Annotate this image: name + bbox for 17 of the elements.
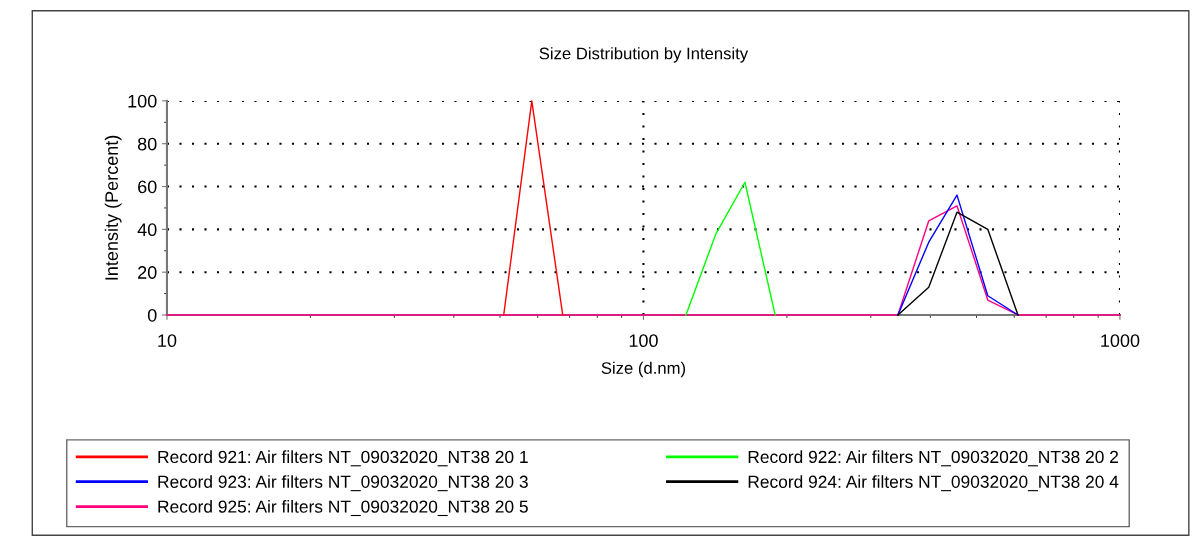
legend-label: Record 923: Air filters NT_09032020_NT38 20 3	[158, 475, 528, 492]
legend-label: Record 924: Air filters NT_09032020_NT38 20 4	[748, 475, 1119, 492]
legend-label: Record 922: Air filters NT_09032020_NT38 20 2	[748, 450, 1118, 467]
x-axis-title: Size (d.nm)	[601, 361, 686, 378]
y-tick-label: 80	[137, 137, 157, 151]
legend-label: Record 921: Air filters NT_09032020_NT38 20 1	[158, 450, 528, 467]
y-tick-label: 20	[138, 266, 157, 279]
x-tick-label: 100	[629, 334, 658, 348]
chart-title: Size Distribution by Intensity	[539, 47, 749, 63]
y-tick-label: 0	[147, 308, 157, 322]
legend-label: Record 925: Air filters NT_09032020_NT38 20 5	[158, 500, 528, 517]
y-tick-label: 40	[137, 223, 157, 237]
y-tick-label: 100	[128, 94, 157, 108]
x-tick-label: 1000	[1101, 334, 1140, 348]
y-tick-label: 60	[138, 180, 157, 194]
y-axis-title: Intensity (Percent)	[104, 135, 122, 280]
x-tick-label: 10	[158, 334, 177, 348]
